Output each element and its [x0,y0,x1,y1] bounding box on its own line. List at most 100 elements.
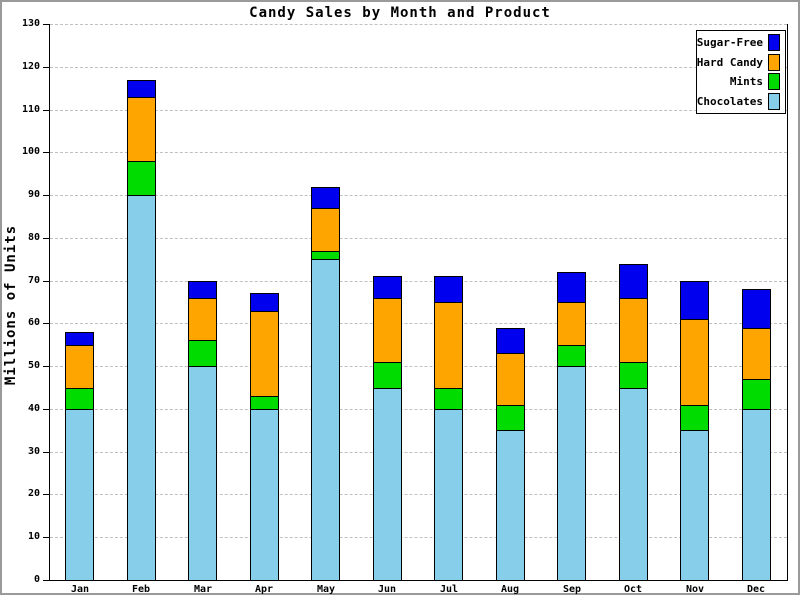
gridline [50,452,787,453]
bar-segment-apr-chocolates [250,409,279,581]
gridline [50,281,787,282]
y-tick-label: 120 [21,61,40,72]
legend-swatch [768,34,780,52]
gridline [50,323,787,324]
bar-segment-apr-sugar-free [250,293,279,312]
y-tick-label: 100 [21,146,40,157]
bar-segment-jan-mints [65,388,94,410]
gridline [50,195,787,196]
x-tick-label-aug: Aug [500,584,520,595]
bar-segment-sep-hard-candy [557,302,586,346]
legend-swatch [768,73,780,91]
x-tick-label-may: May [316,584,336,595]
bar-segment-apr-mints [250,396,279,410]
bar-segment-sep-sugar-free [557,272,586,303]
bar-segment-jun-mints [373,362,402,389]
y-tick-label: 50 [27,360,40,371]
x-tick-label-mar: Mar [193,584,213,595]
x-tick-label-jun: Jun [377,584,397,595]
chart-title: Candy Sales by Month and Product [249,5,551,21]
bar-segment-dec-mints [742,379,771,410]
legend-swatch [768,92,780,110]
bar-segment-aug-chocolates [496,430,525,581]
y-tick-label: 40 [27,403,40,414]
bar-segment-jan-chocolates [65,409,94,581]
y-tick [43,366,49,367]
y-tick [43,537,49,538]
bar-segment-mar-mints [188,340,217,367]
gridline [50,238,787,239]
bar-segment-may-mints [311,251,340,260]
legend: Sugar-Free Hard Candy Mints Chocolates [696,30,786,114]
gridline [50,110,787,111]
bar-segment-aug-sugar-free [496,328,525,354]
y-tick-label: 70 [27,275,40,286]
y-tick-label: 10 [27,531,40,542]
bar-segment-jul-hard-candy [434,302,463,389]
bar-segment-aug-mints [496,405,525,431]
bar-segment-feb-mints [127,161,156,196]
bar-segment-jul-mints [434,388,463,410]
bar-segment-oct-chocolates [619,388,648,581]
y-tick [43,110,49,111]
bar-segment-may-hard-candy [311,208,340,252]
y-tick-label: 80 [27,232,40,243]
bar-segment-jul-chocolates [434,409,463,581]
bar-segment-nov-mints [680,405,709,431]
y-tick [43,323,49,324]
legend-label: Mints [729,75,763,89]
gridline [50,366,787,367]
plot-right-border [787,24,788,581]
bar-segment-jul-sugar-free [434,276,463,303]
y-tick [43,238,49,239]
y-tick [43,152,49,153]
x-tick-label-sep: Sep [562,584,582,595]
bar-segment-feb-hard-candy [127,97,156,162]
bar-segment-dec-sugar-free [742,289,771,329]
gridline [50,24,787,25]
x-tick-label-nov: Nov [685,584,705,595]
x-tick-label-oct: Oct [623,584,643,595]
bar-segment-may-sugar-free [311,187,340,209]
bar-segment-oct-hard-candy [619,298,648,363]
bar-segment-jun-chocolates [373,388,402,581]
legend-label: Chocolates [696,94,763,108]
bar-segment-aug-hard-candy [496,353,525,406]
bar-segment-jan-hard-candy [65,345,94,389]
x-tick-label-dec: Dec [746,584,766,595]
bar-segment-oct-mints [619,362,648,389]
legend-item-chocolates: Chocolates [696,92,780,112]
legend-label: Sugar-Free [696,36,763,50]
y-tick [43,409,49,410]
gridline [50,409,787,410]
y-tick [43,67,49,68]
bar-segment-dec-chocolates [742,409,771,581]
bar-segment-nov-chocolates [680,430,709,581]
y-tick-label: 110 [21,104,40,115]
bar-segment-sep-chocolates [557,366,586,581]
y-tick-label: 30 [27,446,40,457]
bar-segment-may-chocolates [311,259,340,581]
y-tick-label: 60 [27,317,40,328]
bar-segment-jun-sugar-free [373,276,402,299]
gridline [50,494,787,495]
bar-segment-sep-mints [557,345,586,367]
gridline [50,537,787,538]
x-tick-label-jul: Jul [439,584,459,595]
bar-segment-nov-hard-candy [680,319,709,406]
bar-segment-jan-sugar-free [65,332,94,346]
bar-segment-mar-hard-candy [188,298,217,341]
y-tick [43,452,49,453]
legend-item-mints: Mints [699,72,780,92]
y-tick-label: 130 [21,18,40,29]
gridline [50,67,787,68]
legend-label: Hard Candy [696,55,763,69]
x-tick-label-apr: Apr [254,584,274,595]
y-tick-label: 20 [27,488,40,499]
bar-segment-feb-chocolates [127,195,156,581]
y-tick-label: 90 [27,189,40,200]
x-tick-label-feb: Feb [131,584,151,595]
legend-swatch [768,53,780,71]
bar-segment-jun-hard-candy [373,298,402,363]
bar-segment-feb-sugar-free [127,80,156,98]
